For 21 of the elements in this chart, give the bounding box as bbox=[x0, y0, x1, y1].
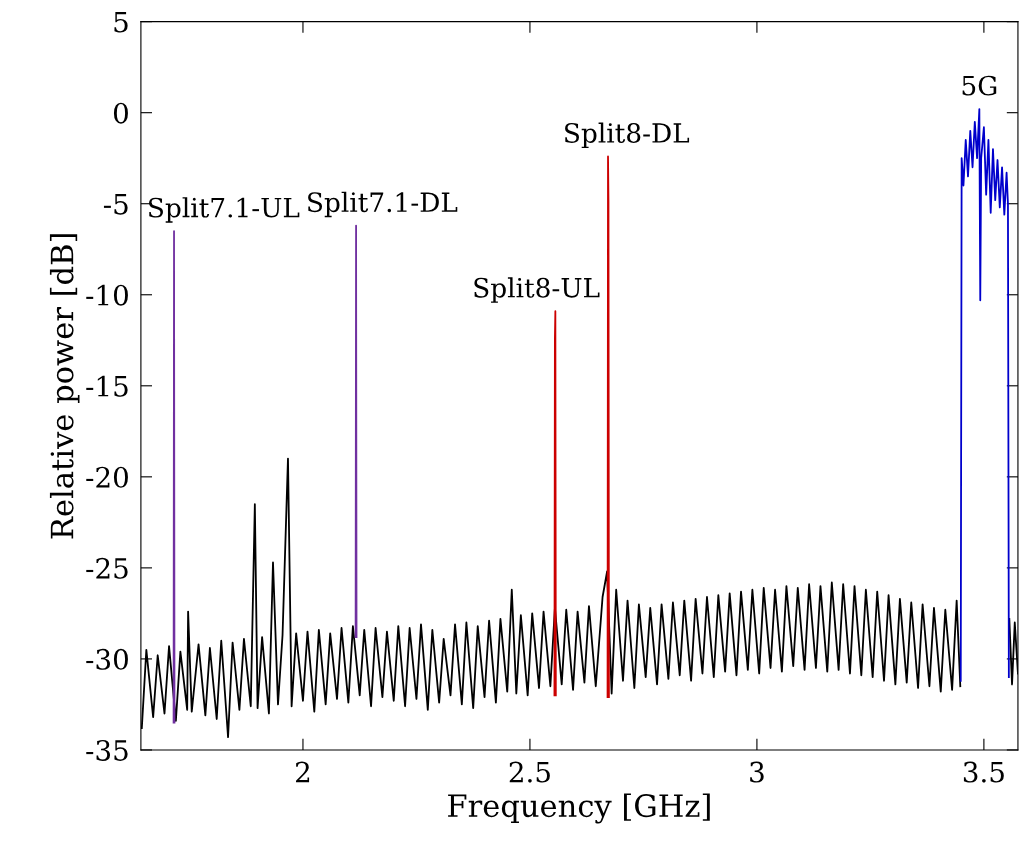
y-tick-label: -25 bbox=[86, 557, 128, 579]
annotation: Split8-DL bbox=[565, 122, 690, 149]
y-tick-label: -20 bbox=[86, 466, 128, 488]
annotation: 5G bbox=[962, 75, 997, 96]
y-tick-label: 0 bbox=[113, 102, 128, 124]
annotation: Split7.1-UL bbox=[149, 197, 300, 223]
x-tick-label: 2.5 bbox=[509, 761, 550, 783]
line-series bbox=[959, 108, 1010, 682]
x-axis-title: Frequency [GHz] bbox=[448, 793, 710, 824]
annotation: Split8-UL bbox=[474, 277, 600, 303]
y-tick-label: -35 bbox=[86, 739, 128, 761]
x-tick-label: 3.5 bbox=[963, 761, 1004, 783]
y-tick-label: -5 bbox=[103, 194, 128, 215]
x-tick-label: 3 bbox=[750, 761, 764, 783]
x-tick-label: 2 bbox=[296, 761, 310, 783]
annotation: Split7.1-DL bbox=[308, 191, 458, 218]
y-tick-label: -10 bbox=[86, 284, 128, 306]
y-tick-label: -15 bbox=[86, 375, 128, 397]
y-tick-label: 5 bbox=[114, 11, 128, 33]
y-tick-label: -30 bbox=[86, 648, 128, 670]
y-axis-title: Relative power [dB] bbox=[49, 234, 80, 539]
